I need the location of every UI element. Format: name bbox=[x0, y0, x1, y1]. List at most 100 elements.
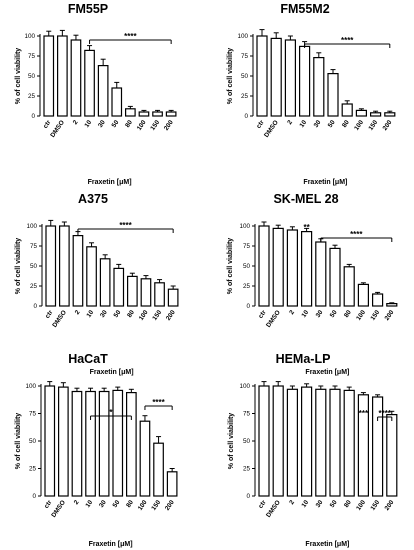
y-tick-label: 75 bbox=[30, 243, 38, 250]
y-axis-label: % of cell viability bbox=[227, 48, 234, 105]
x-tick-label: 30 bbox=[98, 499, 108, 509]
bar bbox=[370, 112, 382, 117]
x-tick-label: 50 bbox=[329, 309, 339, 319]
x-tick-label: 100 bbox=[353, 119, 365, 132]
x-tick-label: 150 bbox=[369, 309, 381, 322]
x-tick-label: ctr bbox=[43, 499, 54, 510]
x-tick-label: ctr bbox=[257, 499, 268, 510]
bar bbox=[327, 72, 339, 117]
x-tick-label: ctr bbox=[44, 309, 55, 320]
x-axis-label: Fraxetin [μM] bbox=[89, 541, 133, 548]
bar bbox=[70, 39, 82, 117]
bar bbox=[43, 35, 55, 117]
x-tick-label: 80 bbox=[126, 309, 136, 319]
x-tick-label: DMSO bbox=[51, 309, 68, 329]
panel-2: A375 0 25 50 75 100 % of cell viability ctrDMSO… bbox=[15, 192, 179, 376]
x-tick-label: 50 bbox=[112, 499, 122, 509]
bar bbox=[45, 225, 57, 307]
x-tick-label: 100 bbox=[355, 499, 367, 512]
x-tick-label: DMSO bbox=[265, 309, 282, 329]
x-tick-label: 100 bbox=[136, 119, 148, 132]
significance-label: **** bbox=[378, 409, 391, 418]
bar bbox=[58, 225, 70, 307]
bar bbox=[124, 108, 136, 117]
x-tick-label: DMSO bbox=[50, 499, 67, 519]
x-tick-label: 150 bbox=[149, 119, 161, 132]
bar bbox=[166, 471, 178, 497]
y-tick-label: 75 bbox=[243, 411, 251, 418]
y-tick-label: 25 bbox=[30, 283, 38, 290]
y-tick-label: 25 bbox=[29, 466, 37, 473]
x-tick-label: 80 bbox=[343, 499, 353, 509]
x-tick-label: 2 bbox=[288, 499, 296, 506]
bar bbox=[355, 109, 367, 117]
y-tick-label: 100 bbox=[26, 223, 37, 230]
y-axis-label: % of cell viability bbox=[227, 238, 234, 295]
x-tick-label: 10 bbox=[298, 119, 308, 129]
bar bbox=[57, 386, 69, 497]
x-tick-label: 30 bbox=[99, 309, 109, 319]
bar bbox=[152, 111, 163, 117]
bar bbox=[140, 278, 152, 307]
bar bbox=[341, 103, 353, 117]
x-tick-label: 30 bbox=[315, 309, 325, 319]
y-axis-label: % of cell viability bbox=[15, 48, 22, 105]
x-tick-label: 100 bbox=[355, 309, 367, 322]
bar bbox=[154, 282, 165, 307]
significance-label: ** bbox=[303, 223, 310, 232]
x-tick-label: 200 bbox=[164, 499, 176, 512]
y-axis-label: % of cell viability bbox=[228, 413, 235, 470]
x-axis-label: Fraxetin [μM] bbox=[88, 179, 132, 186]
y-tick-label: 50 bbox=[243, 438, 251, 445]
x-tick-label: 80 bbox=[125, 499, 135, 509]
bar bbox=[113, 267, 125, 307]
y-tick-label: 50 bbox=[243, 263, 251, 270]
x-tick-label: 2 bbox=[286, 119, 294, 126]
y-tick-label: 50 bbox=[30, 263, 38, 270]
y-tick-label: 75 bbox=[243, 243, 251, 250]
x-tick-label: 2 bbox=[73, 499, 81, 506]
bar bbox=[72, 235, 84, 307]
x-tick-label: 10 bbox=[83, 119, 93, 129]
x-tick-label: 30 bbox=[313, 119, 323, 129]
bar bbox=[343, 266, 355, 307]
significance-label: **** bbox=[350, 230, 363, 239]
y-tick-label: 25 bbox=[28, 93, 36, 100]
panel-3: SK-MEL 28 0 25 50 75 100 % of cell viability ct… bbox=[227, 192, 398, 376]
bar bbox=[126, 275, 138, 307]
panel-1: FM55M2 0 25 50 75 100 % of cell viability ctrDM… bbox=[227, 2, 396, 186]
x-tick-label: 150 bbox=[151, 309, 163, 322]
y-tick-label: 100 bbox=[24, 33, 35, 40]
bar bbox=[258, 225, 270, 307]
bar bbox=[111, 87, 123, 117]
bar bbox=[329, 388, 341, 497]
bar bbox=[272, 385, 284, 497]
significance-label: **** bbox=[124, 32, 137, 41]
x-tick-label: 10 bbox=[85, 309, 95, 319]
x-tick-label: 50 bbox=[111, 119, 121, 129]
panel-title: SK-MEL 28 bbox=[273, 192, 338, 206]
bar bbox=[286, 229, 298, 307]
x-tick-label: ctr bbox=[257, 309, 268, 320]
x-tick-label: 80 bbox=[343, 309, 353, 319]
y-axis-label: % of cell viability bbox=[15, 413, 22, 470]
x-tick-label: 10 bbox=[300, 499, 310, 509]
bar bbox=[384, 112, 396, 117]
panel-title: HEMa-LP bbox=[276, 352, 331, 366]
y-tick-label: 0 bbox=[244, 113, 248, 120]
bar bbox=[56, 35, 68, 117]
y-tick-label: 100 bbox=[25, 383, 36, 390]
x-axis-label: Fraxetin [μM] bbox=[90, 369, 134, 376]
x-tick-label: 30 bbox=[97, 119, 107, 129]
x-axis-label: Fraxetin [μM] bbox=[305, 369, 349, 376]
y-tick-label: 75 bbox=[29, 411, 37, 418]
significance-label: *** bbox=[359, 409, 369, 418]
bar bbox=[386, 414, 398, 497]
bar bbox=[329, 247, 341, 307]
bar bbox=[286, 388, 298, 497]
y-tick-label: 0 bbox=[246, 493, 250, 500]
x-tick-label: 200 bbox=[384, 499, 396, 512]
x-tick-label: 50 bbox=[329, 499, 339, 509]
bar bbox=[315, 388, 327, 497]
x-tick-label: 150 bbox=[369, 499, 381, 512]
